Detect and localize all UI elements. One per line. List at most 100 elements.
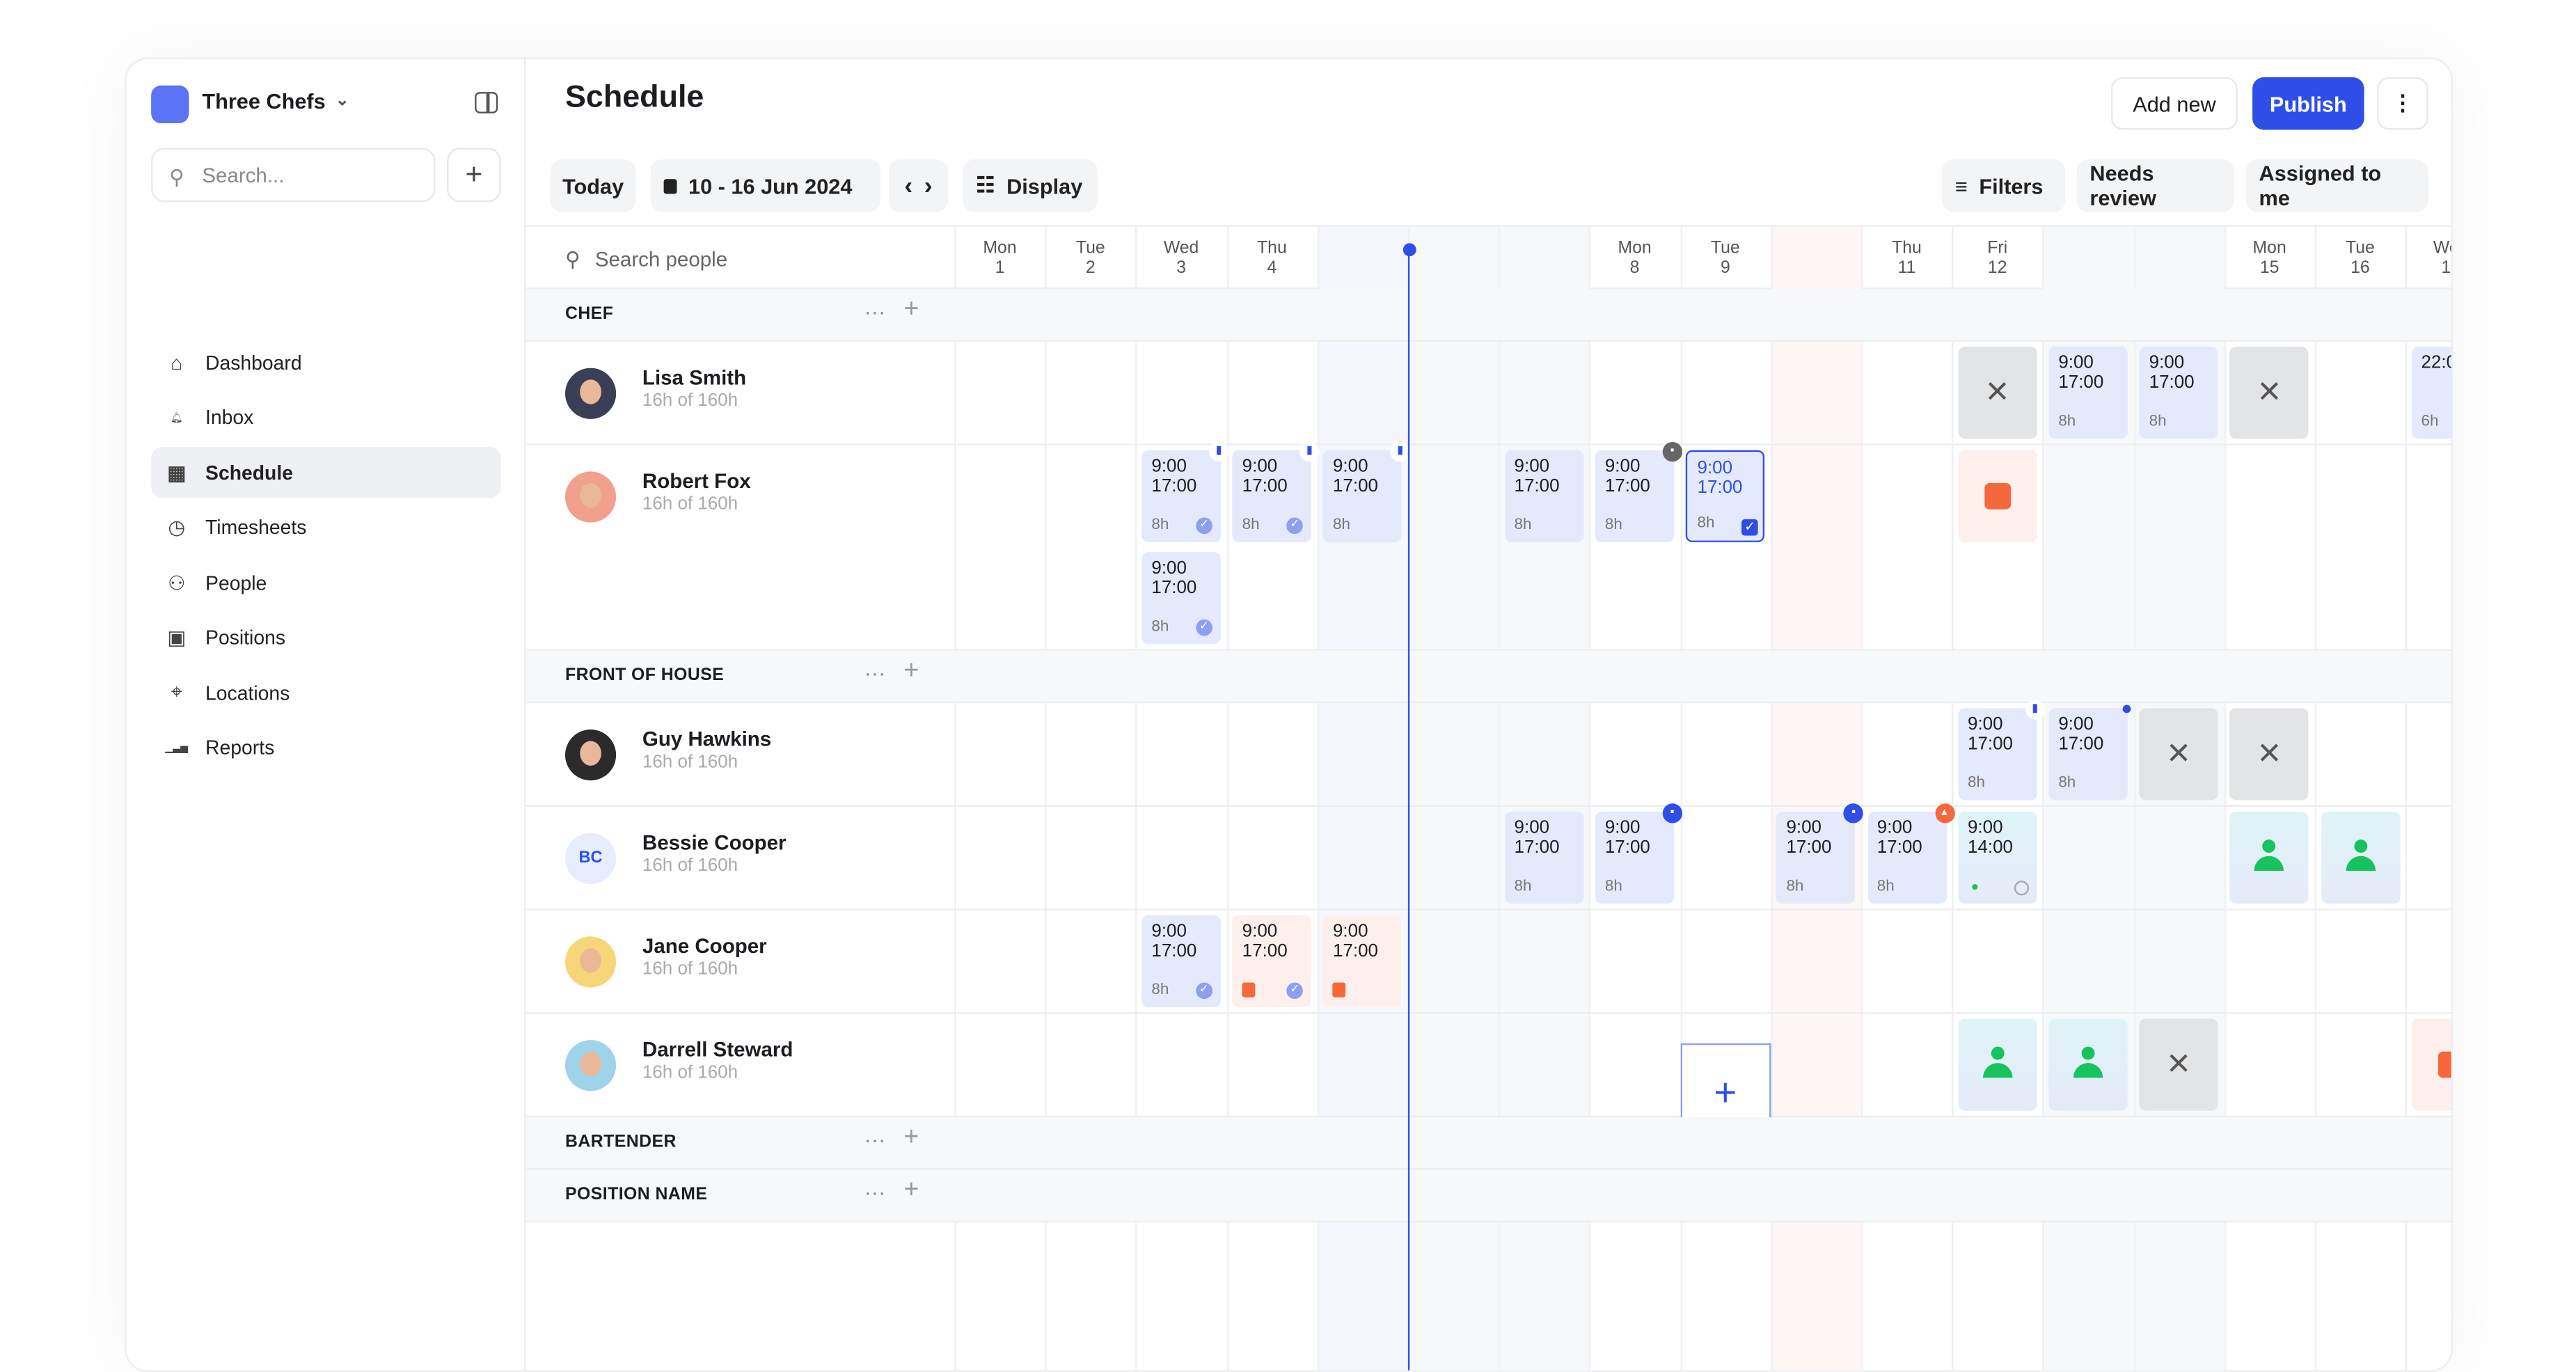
- date-range-picker[interactable]: 10 - 16 Jun 2024: [650, 159, 881, 212]
- group-more-icon[interactable]: ···: [864, 1179, 886, 1205]
- shift-card[interactable]: 9:00 17:00 8h: [1504, 450, 1583, 542]
- sidebar-item-positions[interactable]: ▣ Positions: [151, 612, 501, 663]
- day-header[interactable]: Mon 15: [2225, 227, 2315, 290]
- day-header[interactable]: Fri 12: [1952, 227, 2043, 290]
- calendar-icon: [1332, 982, 1346, 998]
- sidebar-item-people[interactable]: ⚇ People: [151, 557, 501, 608]
- shift-card[interactable]: 9:00 17:00 8h ✓: [1141, 915, 1221, 1007]
- filters-button[interactable]: ≡ Filters: [1941, 159, 2066, 212]
- app-window: Three Chefs ⌄ ⚲ Search... + ⌂ Dashboard 🔔︎ In…: [125, 57, 2453, 1372]
- shift-card[interactable]: 9:00 17:00 8h: [1504, 812, 1583, 904]
- group-more-icon[interactable]: ···: [864, 299, 886, 324]
- sidebar-item-timesheets[interactable]: ◷ Timesheets: [151, 502, 501, 553]
- display-button[interactable]: ☷ Display: [963, 159, 1098, 212]
- sidebar-item-dashboard[interactable]: ⌂ Dashboard: [151, 337, 501, 388]
- open-shift[interactable]: [2048, 1018, 2128, 1111]
- shift-card[interactable]: 9:00 17:00 8h: [2048, 704, 2131, 801]
- shift-card[interactable]: 9:00 17:00 8h ▪: [1776, 803, 1864, 904]
- person-name[interactable]: Lisa Smith: [642, 366, 747, 390]
- day-header[interactable]: Tue 9: [1680, 227, 1771, 290]
- shift-hours: 8h: [1604, 514, 1622, 533]
- day-number: 15: [2259, 258, 2279, 278]
- selected-checkbox-icon[interactable]: ✓: [1741, 519, 1758, 536]
- add-button[interactable]: +: [447, 148, 501, 203]
- chevron-right-icon[interactable]: ›: [924, 171, 933, 200]
- group-row-position-name: POSITION NAME ··· +: [526, 1169, 2451, 1223]
- toggles-icon: ☷: [976, 172, 995, 198]
- unavailable-x-icon[interactable]: ×: [2139, 708, 2218, 801]
- person-row: BC Bessie Cooper 16h of 160h 9:00 17:00 8h 9:0…: [526, 803, 2451, 910]
- face: [580, 947, 601, 973]
- group-add-icon[interactable]: +: [903, 657, 919, 686]
- day-header[interactable]: Wed17: [2405, 227, 2451, 290]
- shift-card[interactable]: 9:00 17:00 8h ▮: [1322, 441, 1410, 542]
- open-shift[interactable]: [2321, 812, 2400, 904]
- search-people-input[interactable]: ⚲ Search people: [565, 246, 727, 271]
- shift-card[interactable]: 9:00 17:00 8h ✓: [1685, 450, 1765, 542]
- time-off[interactable]: [1957, 450, 2037, 542]
- day-header[interactable]: Thu 11: [1861, 227, 1952, 290]
- today-button[interactable]: Today: [550, 159, 636, 212]
- unavailable-x-icon[interactable]: ×: [2139, 1018, 2218, 1111]
- group-add-icon[interactable]: +: [903, 1123, 919, 1152]
- open-shift[interactable]: [1957, 1018, 2037, 1111]
- sidebar-item-label: Positions: [205, 626, 286, 649]
- unavailable-x-icon[interactable]: ×: [1957, 347, 2037, 439]
- shift-card[interactable]: 9:00 17:00 8h ▪: [1595, 441, 1682, 542]
- collapse-sidebar-icon[interactable]: [475, 92, 498, 113]
- group-more-icon[interactable]: ···: [864, 1127, 886, 1152]
- shift-card[interactable]: 9:00 17:00 8h: [2139, 347, 2218, 439]
- shift-start: 9:00: [1876, 818, 1913, 838]
- sidebar-item-locations[interactable]: ⌖ Locations: [151, 667, 501, 718]
- shift-card[interactable]: 9:00 17:00 8h ▴: [1867, 803, 1954, 904]
- group-more-icon[interactable]: ···: [864, 660, 886, 686]
- open-shift[interactable]: [2229, 812, 2309, 904]
- person-name[interactable]: Darrell Steward: [642, 1038, 793, 1062]
- person-name[interactable]: Bessie Cooper: [642, 831, 787, 855]
- shift-start: 9:00: [1514, 457, 1550, 477]
- chevron-left-icon[interactable]: ‹: [904, 171, 913, 200]
- day-header[interactable]: Tue 2: [1045, 227, 1136, 290]
- sidebar-item-schedule[interactable]: ▦ Schedule: [151, 447, 501, 498]
- shift-card[interactable]: 9:00 14:00 ●: [1957, 812, 2037, 904]
- shift-card[interactable]: 9:00 17:00 8h ✓ ▮: [1232, 441, 1320, 542]
- org-switcher[interactable]: Three Chefs ⌄: [202, 88, 349, 113]
- shift-end: 17:00: [1604, 837, 1650, 857]
- shift-card[interactable]: 9:00 17:00 8h ✓ ▮: [1141, 441, 1229, 542]
- person-name[interactable]: Robert Fox: [642, 470, 751, 494]
- publish-button[interactable]: Publish: [2252, 77, 2364, 130]
- group-label: BARTENDER: [564, 1132, 677, 1152]
- shift-card[interactable]: 9:00 17:00 8h ✓: [1141, 552, 1221, 645]
- day-number: 2: [1085, 258, 1096, 278]
- day-header[interactable]: Tue 16: [2315, 227, 2405, 290]
- person-name[interactable]: Jane Cooper: [642, 935, 767, 959]
- shift-card[interactable]: 9:00 17:00 ✓: [1232, 915, 1311, 1007]
- group-label: FRONT OF HOUSE: [564, 665, 725, 686]
- unavailable-x-icon[interactable]: ×: [2229, 347, 2309, 439]
- shift-card[interactable]: 9:00 17:00 8h ▪: [1595, 803, 1682, 904]
- more-options-icon[interactable]: ⋮: [2377, 77, 2428, 130]
- time-off[interactable]: [2411, 1018, 2451, 1111]
- shift-card[interactable]: 9:00 17:00: [1322, 915, 1402, 1007]
- group-add-icon[interactable]: +: [903, 295, 919, 324]
- day-header[interactable]: Thu 4: [1226, 227, 1317, 290]
- approved-check-icon: ✓: [1286, 517, 1304, 535]
- group-add-icon[interactable]: +: [903, 1176, 919, 1205]
- shift-card[interactable]: 22:00 6h: [2411, 347, 2451, 439]
- sidebar-item-inbox[interactable]: 🔔︎ Inbox: [151, 392, 501, 443]
- display-label: Display: [1006, 173, 1083, 198]
- add-new-button[interactable]: Add new: [2111, 77, 2238, 130]
- shift-card[interactable]: 9:00 17:00 8h: [2048, 347, 2128, 439]
- person-name[interactable]: Guy Hawkins: [642, 727, 772, 751]
- sidebar-search-input[interactable]: ⚲ Search...: [151, 148, 436, 203]
- shift-start: 9:00: [1604, 457, 1641, 477]
- day-header[interactable]: Mon 8: [1589, 227, 1680, 290]
- sidebar-item-reports[interactable]: ▁▃▅ Reports: [151, 722, 501, 773]
- day-header[interactable]: Wed 3: [1136, 227, 1226, 290]
- assigned-to-me-button[interactable]: Assigned to me: [2245, 159, 2428, 212]
- day-header[interactable]: Mon 1: [954, 227, 1045, 290]
- needs-review-button[interactable]: Needs review: [2076, 159, 2235, 212]
- unavailable-x-icon[interactable]: ×: [2229, 708, 2309, 801]
- person-hours: 16h of 160h: [642, 752, 738, 773]
- shift-card[interactable]: 9:00 17:00 8h ▮: [1957, 700, 2045, 801]
